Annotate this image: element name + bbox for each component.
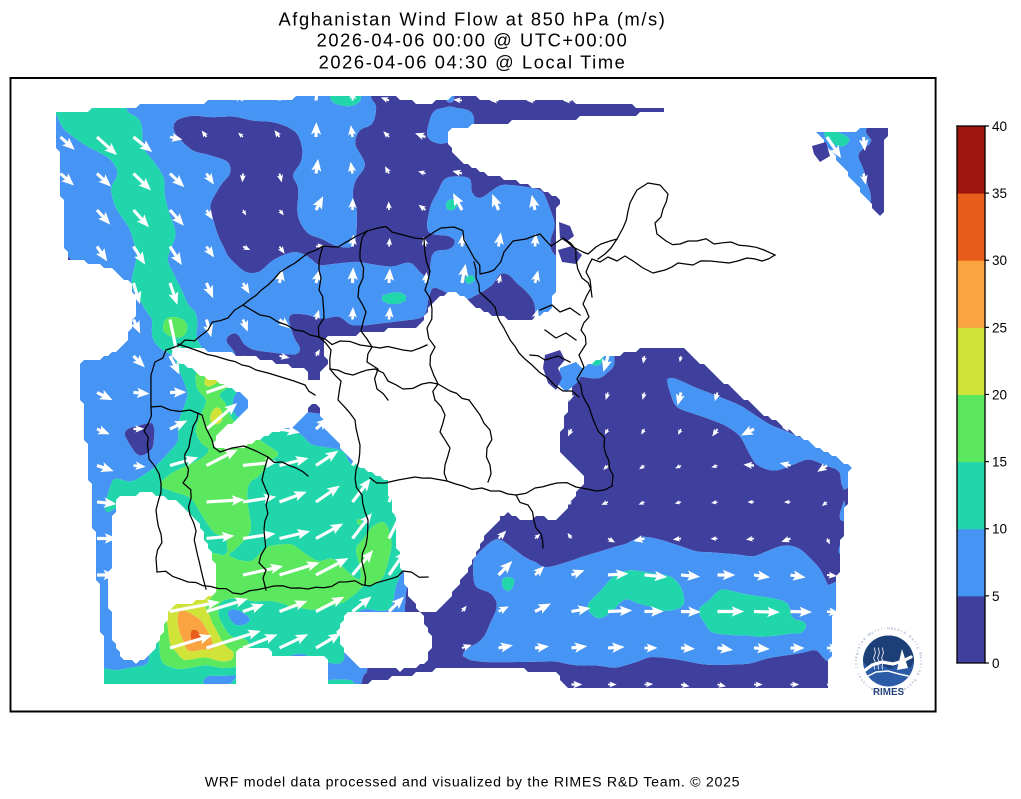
svg-text:i: i: [865, 683, 868, 687]
svg-text:H: H: [887, 626, 890, 630]
svg-text:W: W: [918, 652, 923, 657]
svg-text:a: a: [857, 646, 861, 649]
svg-text:i: i: [918, 667, 922, 669]
svg-text:2026-04-06 00:00 @ UTC+00:00: 2026-04-06 00:00 @ UTC+00:00: [317, 29, 629, 50]
svg-text:u: u: [870, 631, 874, 635]
svg-text:40: 40: [992, 119, 1007, 134]
svg-text:t: t: [858, 643, 862, 646]
svg-text:a: a: [897, 628, 900, 632]
svg-text:a: a: [919, 656, 923, 658]
svg-text:15: 15: [992, 455, 1007, 470]
svg-text:y: y: [916, 646, 920, 649]
svg-text:35: 35: [992, 186, 1007, 201]
svg-text:g: g: [855, 653, 859, 656]
svg-text:t: t: [877, 628, 879, 632]
svg-text:a: a: [870, 687, 874, 691]
svg-text:a: a: [910, 637, 914, 641]
svg-text:t: t: [868, 685, 871, 689]
svg-text:i: i: [881, 627, 883, 631]
svg-text:y: y: [911, 681, 915, 685]
svg-text:-: -: [884, 626, 886, 630]
svg-text:2026-04-06 04:30 @ Local Time: 2026-04-06 04:30 @ Local Time: [319, 51, 627, 72]
svg-text:n: n: [854, 663, 858, 665]
svg-text:a: a: [891, 627, 893, 631]
svg-text:0: 0: [992, 656, 1000, 671]
svg-text:a: a: [858, 675, 862, 679]
svg-text:d: d: [903, 631, 907, 635]
svg-text:20: 20: [992, 387, 1007, 402]
svg-text:E: E: [908, 634, 913, 639]
svg-text:r: r: [855, 649, 859, 652]
svg-text:WRF model data processed and v: WRF model data processed and visualized …: [205, 775, 741, 791]
svg-text:l: l: [857, 673, 861, 676]
svg-text:r: r: [919, 660, 923, 662]
svg-text:z: z: [894, 627, 897, 631]
svg-text:Afghanistan Wind Flow at 850 h: Afghanistan Wind Flow at 850 hPa (m/s): [279, 9, 667, 30]
svg-text:l: l: [874, 629, 877, 633]
svg-text:30: 30: [992, 253, 1007, 268]
svg-text:I: I: [855, 667, 859, 669]
svg-text:d: d: [862, 637, 866, 641]
svg-text:M: M: [867, 632, 872, 637]
svg-text:e: e: [854, 656, 858, 658]
svg-text:r: r: [913, 640, 917, 644]
svg-text:l: l: [915, 643, 919, 646]
svg-text:e: e: [903, 687, 907, 691]
svg-text:s: s: [908, 683, 912, 687]
svg-text:e: e: [860, 640, 864, 644]
svg-text:25: 25: [992, 320, 1007, 335]
svg-text:r: r: [900, 629, 903, 633]
svg-text:RIMES: RIMES: [873, 687, 904, 698]
svg-text:o: o: [862, 680, 866, 684]
svg-text:n: n: [860, 678, 864, 682]
svg-text:g: g: [916, 672, 920, 675]
svg-text:n: n: [917, 669, 921, 672]
svg-text:t: t: [854, 660, 858, 661]
svg-text:t: t: [906, 685, 909, 689]
svg-text:S: S: [912, 678, 917, 683]
svg-text:N: N: [873, 688, 877, 693]
svg-text:m: m: [900, 688, 904, 693]
svg-text:10: 10: [992, 522, 1007, 537]
svg-text:5: 5: [992, 589, 1000, 604]
svg-text:n: n: [919, 663, 923, 665]
